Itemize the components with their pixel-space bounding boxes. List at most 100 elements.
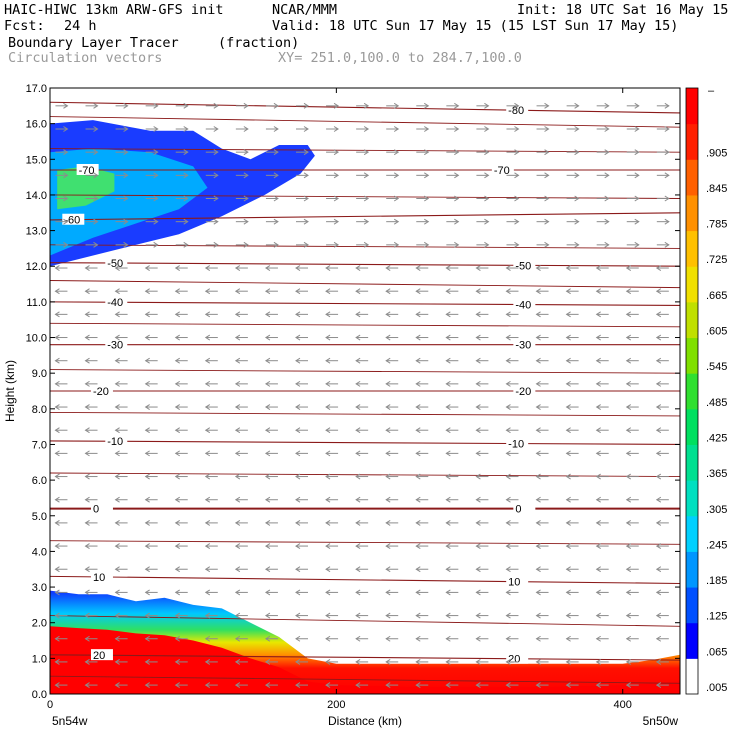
circulation-vector bbox=[505, 612, 519, 619]
vector-head bbox=[303, 172, 309, 179]
circulation-vector bbox=[264, 473, 278, 480]
circulation-vector bbox=[325, 682, 339, 689]
vector-head bbox=[153, 149, 159, 156]
contour-line bbox=[50, 675, 680, 684]
circulation-vector bbox=[54, 311, 68, 318]
circulation-vector bbox=[655, 473, 669, 480]
circulation-vector bbox=[625, 589, 639, 596]
circulation-vector bbox=[565, 566, 579, 573]
vector-head bbox=[415, 404, 421, 410]
vector-head bbox=[355, 404, 361, 410]
vector-head bbox=[264, 682, 271, 689]
vector-head bbox=[475, 334, 481, 341]
circulation-vector bbox=[204, 427, 218, 434]
circulation-vector bbox=[625, 473, 639, 480]
vector-head bbox=[204, 566, 211, 573]
circulation-vector bbox=[535, 404, 549, 410]
circulation-vector bbox=[656, 241, 670, 248]
circulation-vector bbox=[205, 195, 219, 202]
circulation-vector bbox=[264, 682, 278, 689]
vector-head bbox=[144, 473, 150, 480]
circulation-vector bbox=[566, 218, 580, 225]
circulation-vector bbox=[415, 658, 429, 665]
circulation-vector bbox=[325, 566, 339, 573]
vector-head bbox=[303, 126, 309, 132]
circulation-vector bbox=[326, 102, 340, 109]
vector-head bbox=[565, 635, 571, 642]
circulation-vector bbox=[415, 589, 429, 596]
circulation-vector bbox=[475, 473, 489, 480]
circulation-vector bbox=[264, 427, 278, 434]
vector-head bbox=[445, 450, 451, 457]
vector-head bbox=[393, 126, 400, 132]
vector-head bbox=[565, 265, 571, 271]
circulation-vector bbox=[295, 427, 308, 434]
vector-head bbox=[84, 404, 90, 410]
vector-head bbox=[634, 102, 640, 109]
upper-plume-core bbox=[57, 166, 115, 210]
vector-head bbox=[565, 473, 571, 480]
circulation-vector bbox=[415, 450, 429, 457]
vector-head bbox=[204, 334, 211, 341]
circulation-vector bbox=[114, 519, 128, 526]
contour-line bbox=[50, 116, 680, 128]
circulation-vector bbox=[355, 473, 369, 480]
vector-head bbox=[514, 126, 520, 132]
vector-head bbox=[514, 172, 520, 179]
vector-head bbox=[355, 450, 361, 457]
isotherm-label: 0 bbox=[93, 504, 99, 516]
circulation-vector bbox=[475, 635, 489, 642]
vector-head bbox=[445, 612, 451, 619]
circulation-vector bbox=[326, 172, 340, 179]
vector-head bbox=[234, 473, 241, 480]
vector-head bbox=[535, 334, 541, 341]
circulation-vector bbox=[115, 149, 129, 156]
circulation-vector bbox=[114, 635, 128, 642]
vector-head bbox=[84, 427, 90, 434]
circulation-vector bbox=[355, 612, 369, 619]
vector-head bbox=[183, 126, 189, 132]
vector-head bbox=[634, 195, 640, 202]
vector-head bbox=[295, 357, 301, 364]
circulation-vector bbox=[655, 404, 669, 410]
vector-head bbox=[505, 658, 511, 665]
vector-head bbox=[355, 496, 361, 503]
vector-head bbox=[604, 241, 610, 248]
vector-head bbox=[565, 288, 571, 295]
circulation-vector bbox=[115, 195, 129, 202]
circulation-vector bbox=[595, 427, 609, 434]
circulation-vector bbox=[205, 241, 219, 248]
circulation-vector bbox=[415, 288, 429, 295]
circulation-vector bbox=[175, 218, 189, 225]
vector-head bbox=[93, 126, 99, 132]
circulation-vector bbox=[54, 566, 68, 573]
isotherm-label: -40 bbox=[107, 297, 123, 309]
vector-head bbox=[84, 682, 90, 689]
circulation-vector bbox=[385, 496, 399, 503]
vector-head bbox=[505, 589, 511, 596]
circulation-vector bbox=[505, 473, 519, 480]
circulation-vector bbox=[234, 658, 248, 665]
circulation-vector bbox=[145, 172, 159, 179]
circulation-vector bbox=[416, 126, 430, 132]
circulation-vector bbox=[174, 473, 188, 480]
vector-head bbox=[234, 496, 241, 503]
circulation-vector bbox=[535, 357, 549, 364]
circulation-vector bbox=[234, 288, 248, 295]
vector-head bbox=[114, 288, 120, 295]
circulation-vector bbox=[475, 589, 489, 596]
circulation-vector bbox=[234, 682, 248, 689]
vector-head bbox=[295, 450, 301, 457]
vector-head bbox=[595, 450, 601, 457]
circulation-vector bbox=[505, 635, 519, 642]
vector-head bbox=[84, 473, 90, 480]
vector-head bbox=[54, 658, 60, 665]
contour-line bbox=[50, 540, 680, 545]
vector-head bbox=[264, 566, 271, 573]
circulation-vector bbox=[205, 149, 219, 156]
colorbar-label: .005 bbox=[706, 682, 727, 694]
circulation-vector bbox=[234, 543, 248, 549]
circulation-vector bbox=[84, 450, 98, 457]
circulation-vector bbox=[385, 288, 399, 295]
circulation-vector bbox=[175, 102, 189, 109]
